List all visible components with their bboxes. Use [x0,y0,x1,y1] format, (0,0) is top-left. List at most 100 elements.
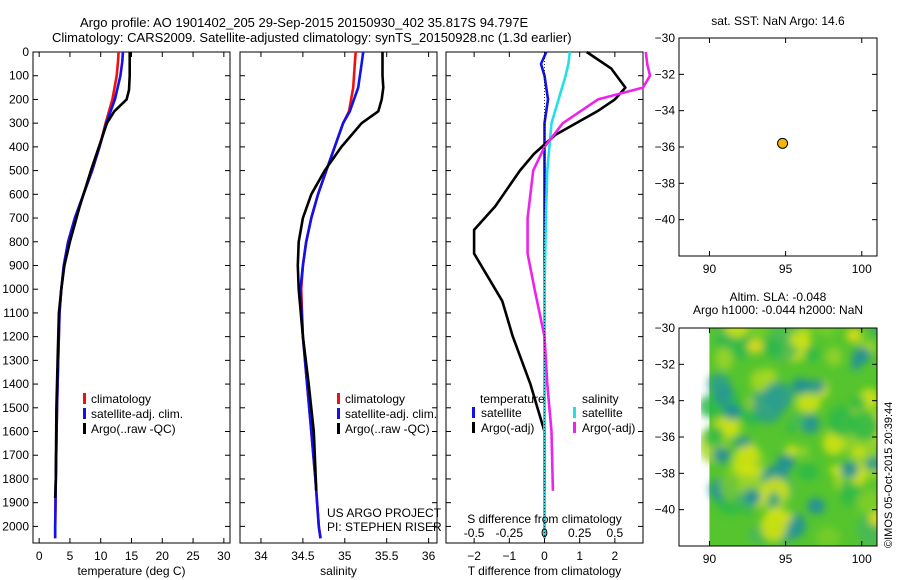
map-y-tick-label: −40 [655,213,676,227]
salinity-series-line [299,51,365,539]
temperature-frame [32,51,231,544]
legend-label: satellite-adj. clim. [91,407,183,421]
sla-blob [848,411,877,441]
altim-title-1: Altim. SLA: -0.048 [730,290,827,304]
legend-swatch [472,407,475,418]
map-y-tick-label: −40 [655,503,676,517]
difference-panel: −2 −1 0 1 2T difference from climatology -0.5… [445,50,652,578]
x-tick-label: −2 [467,549,481,563]
sla-blob [746,328,768,340]
map-y-tick-label: −36 [655,140,676,154]
depth-tick-label: 1700 [2,448,29,462]
header-line-1: Argo profile: AO 1901402_205 29-Sep-2015… [80,15,528,30]
sla-blob [829,464,844,476]
legend-label: climatology [345,392,405,406]
x-tick-label: 35 [338,549,352,563]
temperature-panel: 0100200300400500600700800900100011001200… [2,45,231,578]
imos-stamp: ©IMOS 05-Oct-2015 20:39:44 [883,402,895,548]
sla-blob [803,346,820,362]
x-tick-label: 5 [67,549,74,563]
map-y-tick-label: −34 [655,394,676,408]
temperature-series-line [53,51,125,539]
legend-header: salinity [582,392,619,406]
x-tick-label: 0 [36,549,43,563]
depth-tick-label: 800 [9,235,29,249]
sla-blob [791,411,805,428]
sla-low-blob [776,454,795,471]
sla-low-blob [743,488,762,505]
map-y-tick-label: −30 [655,31,676,45]
x-axis-label: salinity [320,564,357,578]
project-annotation: US ARGO PROJECT [327,506,442,520]
argo-location-marker [777,137,789,149]
map-y-tick-label: −32 [655,357,676,371]
legend-label: Argo(..raw -QC) [91,422,176,436]
s-tick-label: 0.25 [568,526,592,540]
sla-high-blob [869,511,877,526]
s-axis-label: S difference from climatology [467,512,622,526]
sla-blob [795,393,821,413]
depth-tick-label: 2000 [2,519,29,533]
depth-tick-label: 400 [9,140,29,154]
altimetry-panel: 90 95 100 −30 −32 −34 −36 −38 −40 Altim. SLA: -0.… [655,290,878,566]
difference-series-line [472,50,627,491]
x-tick-label: 2 [612,549,619,563]
salinity-frame [239,51,438,544]
sla-blob [749,369,773,393]
sla-blob [727,394,741,406]
depth-tick-label: 100 [9,69,29,83]
x-tick-label: 36 [422,549,436,563]
sla-blob [853,447,866,457]
map-x-tick-label: 90 [703,262,717,276]
sla-high-blob [846,328,863,343]
sla-low-blob [807,498,826,515]
temperature-series-line [53,52,131,498]
map-x-tick-label: 95 [779,552,793,566]
sla-blob [763,381,794,411]
difference-series-line [526,51,652,491]
sla-low-blob [840,461,859,478]
map-y-tick-label: −38 [655,466,676,480]
legend-label: satellite [481,406,522,420]
depth-tick-label: 1000 [2,282,29,296]
sla-low-blob [791,378,810,395]
x-tick-label: 30 [217,549,231,563]
depth-tick-label: 0 [22,45,29,59]
sla-blob [785,444,799,456]
depth-tick-label: 1800 [2,472,29,486]
sla-low-blob [712,447,731,464]
sla-blob [825,347,843,367]
depth-tick-label: 600 [9,187,29,201]
sla-blob [796,445,810,458]
map-x-tick-label: 90 [703,552,717,566]
x-axis-label: temperature (deg C) [77,564,185,578]
sla-blob [796,463,819,481]
depth-tick-label: 500 [9,164,29,178]
map-y-tick-label: −32 [655,67,676,81]
legend-swatch [83,393,86,404]
map-title: sat. SST: NaN Argo: 14.6 [711,14,845,28]
x-tick-label: −1 [502,549,516,563]
legend-swatch [337,408,340,419]
location-panel: 90 95 100 −30 −32 −34 −36 −38 −40 sat. SST: NaN A… [655,14,878,276]
legend-header: temperature [480,392,545,406]
s-tick-label: 0 [541,526,548,540]
salinity-series-line [296,52,385,491]
legend-label: Argo(-adj) [481,421,534,435]
x-tick-label: 34 [254,549,268,563]
sla-blob [789,331,811,348]
sla-blob [815,526,841,546]
depth-tick-label: 1600 [2,425,29,439]
map-y-tick-label: −34 [655,104,676,118]
altim-title-2: Argo h1000: -0.044 h2000: NaN [693,303,863,317]
sla-blob [813,328,825,334]
map-x-tick-label: 100 [852,552,872,566]
map-x-tick-label: 95 [779,262,793,276]
sla-blob [807,379,826,394]
sla-field [701,328,877,546]
sla-high-blob [747,339,764,354]
depth-tick-label: 1100 [3,306,29,320]
sla-blob [755,455,768,469]
depth-tick-label: 200 [9,92,29,106]
map-y-tick-label: −30 [655,321,676,335]
